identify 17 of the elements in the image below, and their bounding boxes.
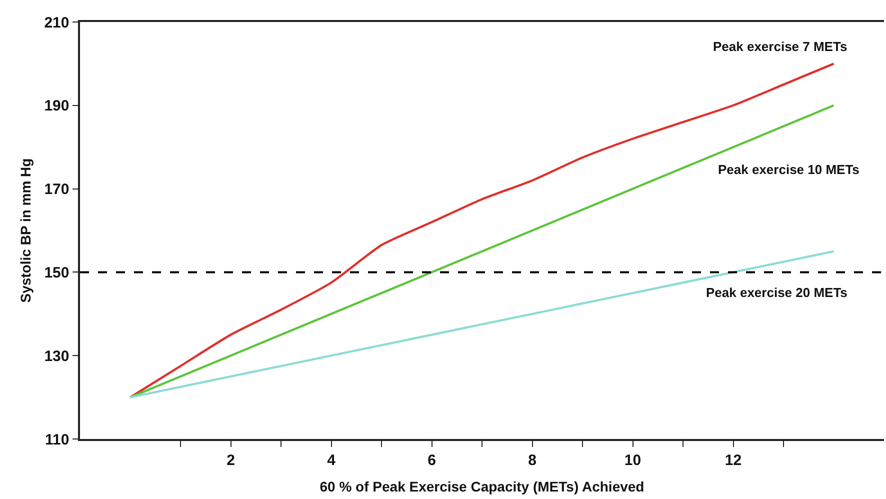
x-tick-label: 12 xyxy=(724,452,742,469)
series-label: Peak exercise 10 METs xyxy=(718,162,860,177)
y-tick-label: 210 xyxy=(44,14,70,32)
y-tick-label: 110 xyxy=(45,431,70,448)
y-axis-title: Systolic BP in mm Hg xyxy=(17,158,34,303)
x-axis-title: 60 % of Peak Exercise Capacity (METs) Achieved xyxy=(320,478,644,495)
x-tick-label: 10 xyxy=(624,452,642,469)
x-tick-label: 4 xyxy=(327,452,336,469)
x-tick-label: 8 xyxy=(528,452,536,469)
y-tick-label: 190 xyxy=(44,98,70,115)
x-tick-label: 6 xyxy=(428,452,436,469)
y-tick-label: 170 xyxy=(44,181,70,198)
series-label: Peak exercise 7 METs xyxy=(713,39,848,54)
y-tick-label: 150 xyxy=(44,264,70,282)
series-label: Peak exercise 20 METs xyxy=(706,285,848,300)
y-tick-label: 130 xyxy=(44,348,70,365)
x-tick-label: 2 xyxy=(226,452,235,469)
